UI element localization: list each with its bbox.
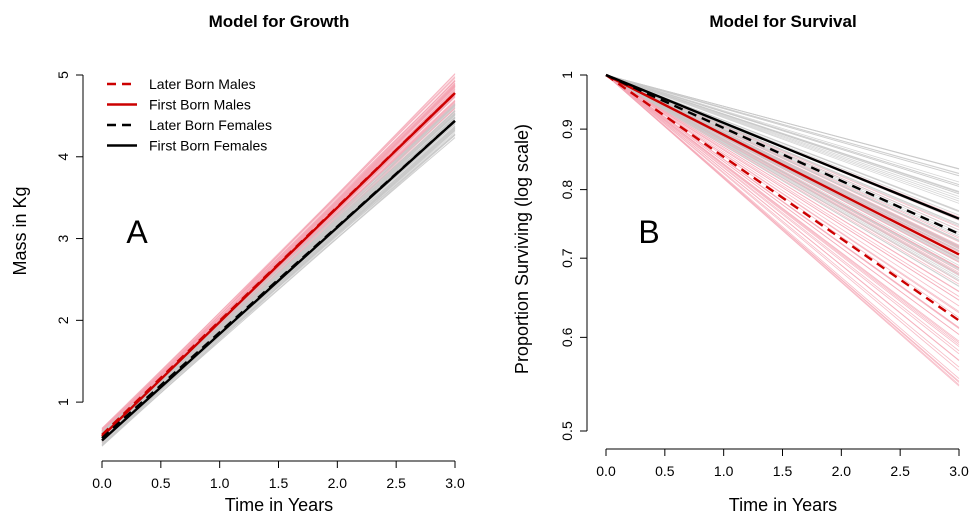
survival-x-tick-label: 0.5 xyxy=(655,463,675,479)
growth-x-tick-label: 2.0 xyxy=(328,475,348,491)
survival-posterior-draw xyxy=(605,74,960,200)
legend-label-1: Later Born Males xyxy=(149,76,256,92)
survival-y-axis-title: Proportion Surviving (log scale) xyxy=(512,124,532,374)
survival-posterior-draw xyxy=(605,74,960,247)
survival-posterior-draw xyxy=(605,74,960,307)
survival-posterior-draw xyxy=(605,74,960,275)
growth-series-line-4 xyxy=(101,119,456,442)
survival-x-axis-title: Time in Years xyxy=(729,495,837,515)
survival-chart: Model for Survival 0.0 0.5 1.0 1.5 2.0 2.5 3.0… xyxy=(512,12,969,515)
growth-posterior-draw xyxy=(101,110,456,440)
growth-y-tick-label: 1 xyxy=(55,398,71,406)
survival-posterior-draw xyxy=(605,74,960,238)
survival-series-line-3 xyxy=(605,73,960,235)
growth-y-tick-label: 3 xyxy=(55,234,71,242)
growth-x-tick-label: 0.0 xyxy=(92,475,112,491)
survival-posterior-draw xyxy=(605,74,960,287)
growth-y-tick-label: 4 xyxy=(55,153,71,161)
survival-posterior-draw xyxy=(605,74,960,371)
survival-x-tick-label: 0.0 xyxy=(596,463,616,479)
growth-y-axis-title: Mass in Kg xyxy=(10,186,30,275)
survival-y-tick-label: 0.5 xyxy=(559,421,575,441)
survival-series-line-1 xyxy=(605,74,960,322)
growth-posterior-draw xyxy=(101,76,456,431)
growth-x-tick-label: 1.5 xyxy=(269,475,289,491)
growth-y-tick-label: 2 xyxy=(55,316,71,324)
growth-posterior-draw xyxy=(101,84,456,432)
growth-series-line-2 xyxy=(101,92,456,438)
survival-posterior-draw xyxy=(605,74,960,185)
survival-series-line-2 xyxy=(605,73,960,256)
survival-posterior-draw xyxy=(605,74,960,195)
legend-label-4: First Born Females xyxy=(149,138,267,154)
survival-posterior-draw xyxy=(605,74,960,318)
survival-y-tick-label: 1 xyxy=(559,71,575,79)
survival-posterior-draw xyxy=(605,74,960,355)
survival-posterior-draw xyxy=(605,74,960,328)
growth-chart: Model for Growth 0.0 0.5 1.0 1.5 2.0 2.5 3.0 1 2… xyxy=(10,12,465,515)
survival-posterior-draw xyxy=(605,74,960,297)
growth-x-tick-label: 3.0 xyxy=(445,475,465,491)
survival-y-tick-label: 0.6 xyxy=(559,327,575,347)
legend-label-3: Later Born Females xyxy=(149,117,272,133)
survival-posterior-draw xyxy=(605,74,960,335)
survival-posterior-draw xyxy=(605,74,960,170)
survival-series-line-4 xyxy=(605,73,960,220)
survival-posterior-draw xyxy=(605,74,960,270)
survival-posterior-draw xyxy=(605,74,960,387)
survival-posterior-draw xyxy=(605,74,960,177)
growth-panel-label: A xyxy=(126,214,148,250)
survival-posterior-draw xyxy=(605,74,960,345)
growth-posterior-draw xyxy=(101,80,456,429)
survival-x-tick-label: 2.0 xyxy=(832,463,852,479)
survival-posterior-draw xyxy=(605,74,960,231)
growth-chart-title: Model for Growth xyxy=(209,12,350,31)
growth-posterior-draw xyxy=(101,132,456,434)
growth-x-tick-label: 1.0 xyxy=(210,475,230,491)
survival-x-tick-label: 1.0 xyxy=(714,463,734,479)
survival-x-tick-label: 3.0 xyxy=(949,463,969,479)
growth-axes: 0.0 0.5 1.0 1.5 2.0 2.5 3.0 1 2 3 4 5 xyxy=(55,71,465,491)
survival-y-tick-label: 0.8 xyxy=(559,180,575,200)
survival-posterior-draw xyxy=(605,74,960,281)
growth-posterior-draw xyxy=(101,116,456,438)
survival-posterior-draw xyxy=(605,74,960,183)
survival-series-lines xyxy=(605,73,960,322)
survival-x-tick-label: 2.5 xyxy=(890,463,910,479)
survival-y-tick-label: 0.7 xyxy=(559,248,575,268)
survival-posterior-draw xyxy=(605,74,960,312)
survival-x-tick-label: 1.5 xyxy=(773,463,793,479)
growth-x-tick-label: 2.5 xyxy=(386,475,406,491)
survival-panel-label: B xyxy=(638,214,659,250)
survival-posterior-draw xyxy=(605,74,960,382)
survival-posterior-draw xyxy=(605,74,960,301)
survival-posterior-draw xyxy=(605,74,960,342)
growth-series-lines xyxy=(101,92,456,442)
survival-posterior-draw xyxy=(605,74,960,368)
growth-x-axis-title: Time in Years xyxy=(225,495,333,515)
survival-posterior-draw xyxy=(605,74,960,362)
survival-y-tick-label: 0.9 xyxy=(559,119,575,139)
legend-label-2: First Born Males xyxy=(149,97,251,113)
growth-posterior-draw xyxy=(101,134,456,445)
growth-legend: Later Born Males First Born Males Later Bo… xyxy=(107,76,272,154)
growth-x-tick-label: 0.5 xyxy=(151,475,171,491)
survival-posterior-draw xyxy=(605,74,960,211)
growth-y-tick-label: 5 xyxy=(55,71,71,79)
survival-posterior-draw xyxy=(605,74,960,266)
survival-chart-title: Model for Survival xyxy=(709,12,856,31)
survival-posterior-draw xyxy=(605,74,960,292)
survival-axes: 0.0 0.5 1.0 1.5 2.0 2.5 3.0 0.5 0.6 0.7 0.8 0.9 1 xyxy=(559,71,969,479)
